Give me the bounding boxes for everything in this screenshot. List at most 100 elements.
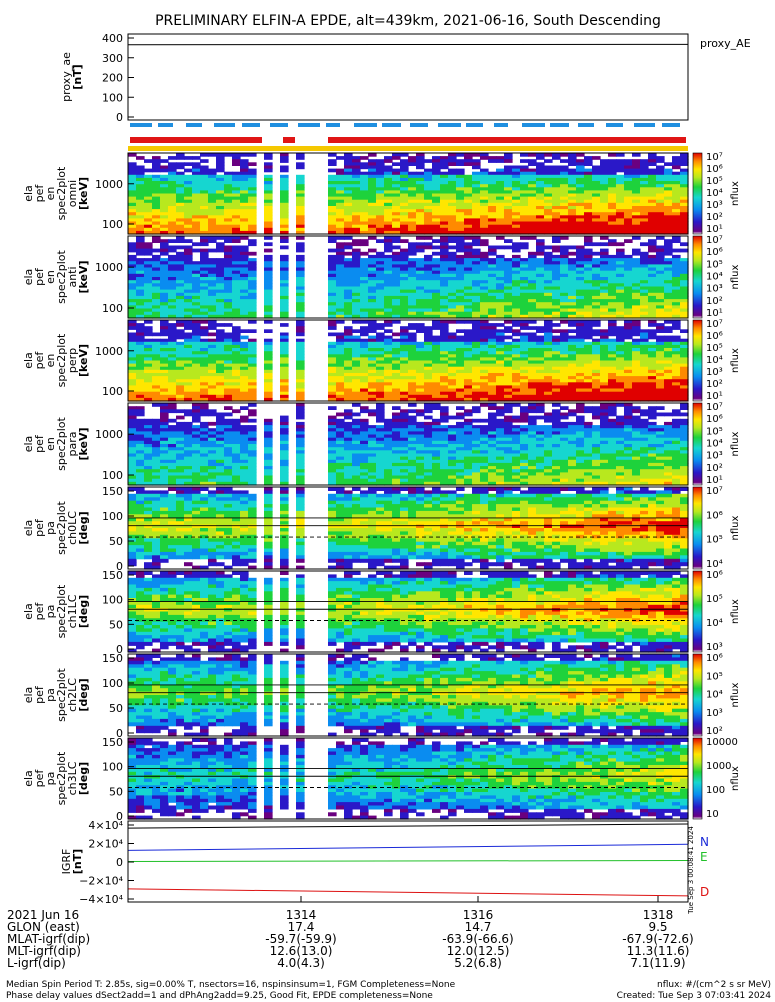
heatmap-cell: [632, 389, 641, 393]
heatmap-cell: [352, 203, 361, 207]
heatmap-cell: [352, 242, 361, 246]
heatmap-cell: [392, 239, 401, 243]
heatmap-cell: [152, 162, 161, 166]
heatmap-cell: [416, 249, 425, 253]
heatmap-cell: [352, 222, 361, 226]
heatmap-cell: [472, 389, 481, 393]
heatmap-cell: [376, 370, 385, 374]
heatmap-cell: [224, 389, 233, 393]
heatmap-cell: [376, 348, 385, 352]
heatmap-cell: [192, 156, 201, 160]
heatmap-cell: [608, 370, 617, 374]
heatmap-cell: [520, 246, 529, 250]
colorbar-tick-label: 10⁵: [706, 176, 723, 187]
heatmap-cell: [176, 203, 185, 207]
heatmap-cell: [536, 348, 545, 352]
heatmap-cell: [208, 239, 217, 243]
heatmap-cell: [168, 389, 177, 393]
heatmap-cell: [160, 222, 169, 226]
heatmap-cell: [368, 222, 377, 226]
heatmap-cell: [360, 252, 369, 256]
heatmap-cell: [608, 333, 617, 337]
heatmap-cell: [296, 329, 305, 333]
heatmap-cell: [136, 181, 145, 185]
heatmap-cell: [368, 370, 377, 374]
heatmap-cell: [128, 249, 137, 253]
heatmap-cell: [152, 222, 161, 226]
heatmap-cell: [568, 329, 577, 333]
heatmap-cell: [520, 236, 529, 240]
heatmap-cell: [184, 162, 193, 166]
heatmap-cell: [280, 239, 289, 243]
heatmap-cell: [200, 181, 209, 185]
heatmap-cell: [624, 203, 633, 207]
heatmap-cell: [248, 153, 257, 157]
heatmap-cell: [680, 222, 689, 226]
heatmap-cell: [552, 323, 561, 327]
heatmap-cell: [656, 222, 665, 226]
heatmap-cell: [488, 348, 497, 352]
heatmap-cell: [440, 222, 449, 226]
heatmap-cell: [296, 249, 305, 253]
heatmap-cell: [648, 249, 657, 253]
heatmap-cell: [192, 329, 201, 333]
heatmap-cell: [336, 156, 345, 160]
panel-ela_pef_en_spec2plot_anti: 10⁷10⁶10⁵10⁴10³10²10¹nflux1000100elapefe…: [22, 235, 741, 319]
heatmap-cell: [416, 162, 425, 166]
heatmap-cell: [400, 239, 409, 243]
heatmap-cell: [496, 236, 505, 240]
heatmap-cell: [328, 203, 337, 207]
heatmap-cell: [368, 236, 377, 240]
heatmap-cell: [152, 348, 161, 352]
heatmap-cell: [408, 326, 417, 330]
heatmap-cell: [416, 329, 425, 333]
heatmap-cell: [216, 169, 225, 173]
heatmap-cell: [248, 181, 257, 185]
heatmap-cell: [144, 370, 153, 374]
heatmap-cell: [680, 370, 689, 374]
heatmap-cell: [632, 162, 641, 166]
heatmap-cell: [336, 222, 345, 226]
heatmap-cell: [384, 389, 393, 393]
heatmap-cell: [480, 370, 489, 374]
heatmap-cell: [200, 320, 209, 324]
heatmap-cell: [616, 242, 625, 246]
heatmap-cell: [136, 370, 145, 374]
panel-ela_pef_en_spec2plot_omni: 10⁷10⁶10⁵10⁴10³10²10¹nflux1000100elapefe…: [22, 152, 741, 235]
heatmap-cell: [168, 348, 177, 352]
colorbar-label: nflux: [730, 264, 741, 289]
heatmap-cell: [608, 203, 617, 207]
heatmap-cell: [280, 181, 289, 185]
heatmap-cell: [600, 370, 609, 374]
heatmap-cell: [560, 329, 569, 333]
heatmap-cell: [296, 162, 305, 166]
heatmap-cell: [544, 348, 553, 352]
heatmap-cell: [264, 320, 273, 324]
heatmap-cell: [224, 370, 233, 374]
y-tick-label: 300: [102, 52, 123, 65]
heatmap-cell: [528, 153, 537, 157]
heatmap-cell: [656, 389, 665, 393]
heatmap-cell: [488, 203, 497, 207]
heatmap-cell: [192, 242, 201, 246]
heatmap-cell: [264, 162, 273, 166]
heatmap-cell: [624, 389, 633, 393]
heatmap-cell: [328, 181, 337, 185]
heatmap-cell: [160, 203, 169, 207]
heatmap-cell: [136, 222, 145, 226]
heatmap-cell: [152, 370, 161, 374]
heatmap-cell: [632, 252, 641, 256]
colorbar-tick-label: 10⁷: [706, 152, 723, 163]
heatmap-cell: [456, 370, 465, 374]
heatmap-cell: [608, 162, 617, 166]
heatmap-cell: [360, 333, 369, 337]
heatmap-cell: [464, 222, 473, 226]
heatmap-cell: [408, 252, 417, 256]
heatmap-cell: [584, 242, 593, 246]
colorbar-tick-label: 10²: [706, 212, 723, 223]
heatmap-cell: [296, 348, 305, 352]
heatmap-cell: [512, 222, 521, 226]
colorbar-tick-label: 10³: [706, 284, 723, 295]
heatmap-cell: [632, 203, 641, 207]
heatmap-cell: [128, 153, 137, 157]
